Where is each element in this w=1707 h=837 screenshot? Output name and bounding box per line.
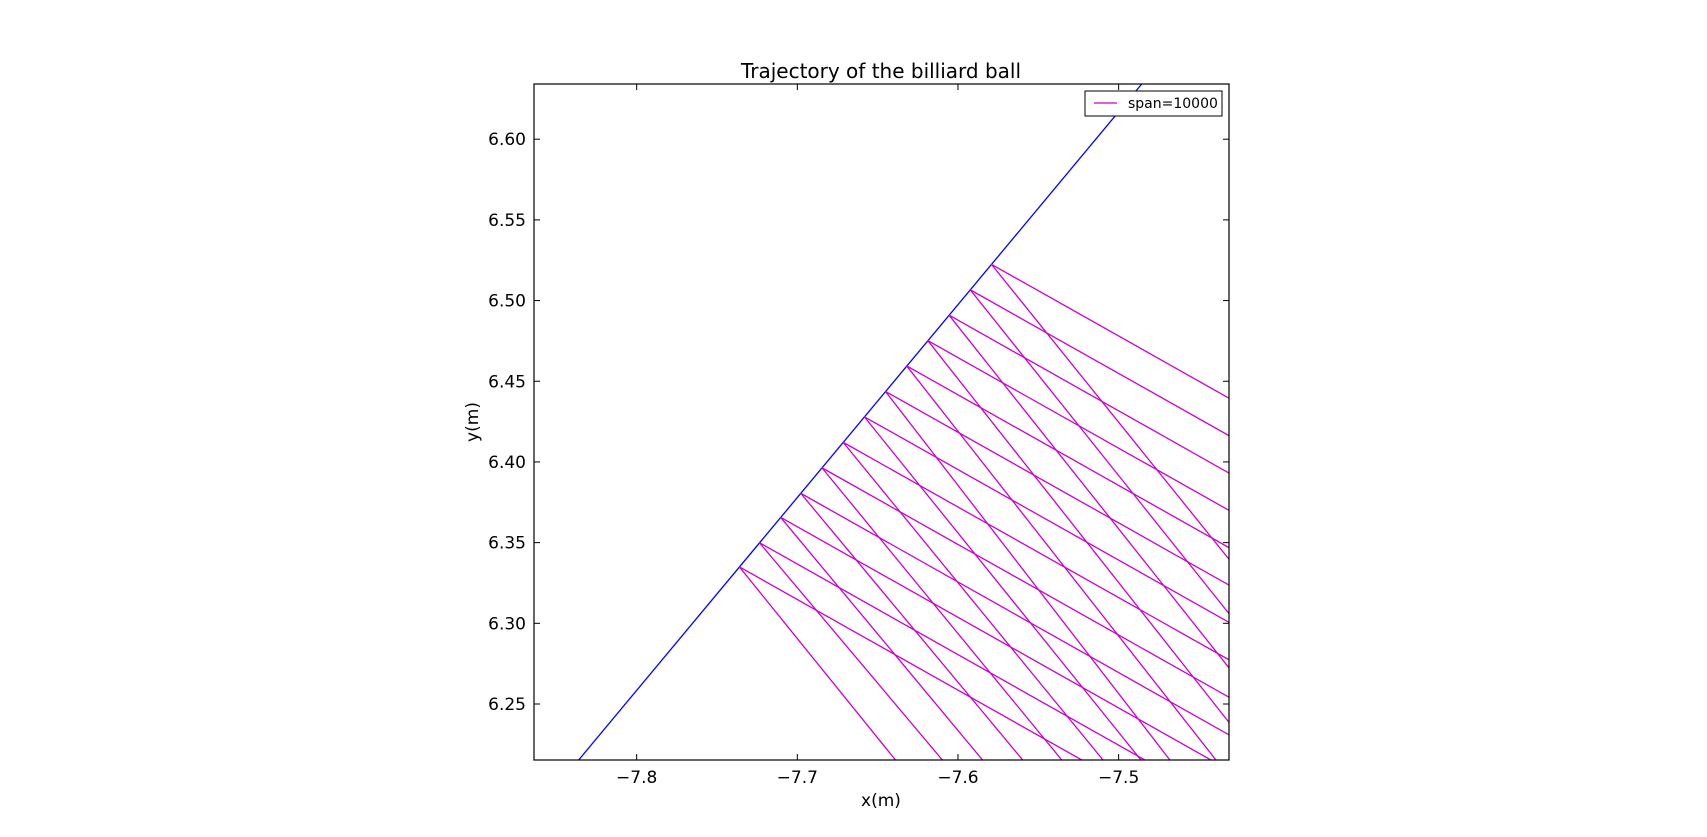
x-tick-label: −7.8: [616, 768, 657, 788]
y-tick-label: 6.45: [488, 372, 526, 392]
plot-area: [578, 84, 1229, 760]
trajectory-segment-8: [821, 467, 1063, 760]
y-tick-label: 6.60: [488, 130, 526, 150]
trajectory-segment-9: [821, 467, 1229, 698]
x-tick-label: −7.7: [777, 768, 818, 788]
plot-frame: [533, 83, 1230, 761]
chart-title: Trajectory of the billiard ball: [740, 59, 1021, 83]
trajectory-segment-17: [906, 365, 1229, 549]
trajectory-segment-16: [906, 365, 1217, 760]
trajectory-segment-21: [948, 314, 1229, 474]
trajectory-segment-20: [948, 314, 1229, 669]
y-tick-label: 6.40: [488, 453, 526, 473]
trajectory-segment-11: [842, 441, 1229, 661]
x-axis: −7.8 −7.7 −7.6 −7.5: [616, 84, 1139, 788]
trajectory-segment-15: [885, 390, 1229, 586]
trajectory-segment-7: [800, 492, 1229, 736]
trajectory-segment-25: [991, 263, 1229, 399]
trajectory-segment-0: [738, 566, 896, 760]
trajectory-segment-10: [842, 441, 1104, 760]
trajectory-segment-14: [885, 391, 1171, 760]
trajectory-segment-24: [990, 263, 1229, 560]
trajectory-segment-1: [739, 566, 1084, 760]
trajectory-segment-12: [863, 416, 1142, 760]
legend-label: span=10000: [1128, 96, 1218, 112]
y-tick-label: 6.50: [488, 292, 526, 312]
boundary-line: [578, 84, 1143, 760]
y-tick-label: 6.30: [488, 614, 526, 634]
trajectory-segment-18: [927, 340, 1229, 723]
trajectory-segment-2: [758, 542, 943, 760]
y-tick-label: 6.55: [488, 211, 526, 231]
trajectory-segment-4: [780, 516, 984, 760]
legend: span=10000: [1084, 90, 1223, 117]
x-tick-label: −7.5: [1098, 768, 1139, 788]
y-axis-label: y(m): [463, 402, 483, 442]
y-tick-label: 6.35: [488, 534, 526, 554]
trajectory-segment-22: [969, 289, 1229, 615]
y-axis: 6.25 6.30 6.35 6.40 6.45 6.50 6.55 6.60: [488, 130, 1229, 715]
x-axis-label: x(m): [861, 791, 901, 811]
trajectory-segment-23: [969, 289, 1229, 437]
x-tick-label: −7.6: [937, 768, 978, 788]
trajectory-segment-6: [800, 492, 1024, 760]
trajectory-segment-13: [863, 416, 1229, 623]
y-tick-label: 6.25: [488, 695, 526, 715]
